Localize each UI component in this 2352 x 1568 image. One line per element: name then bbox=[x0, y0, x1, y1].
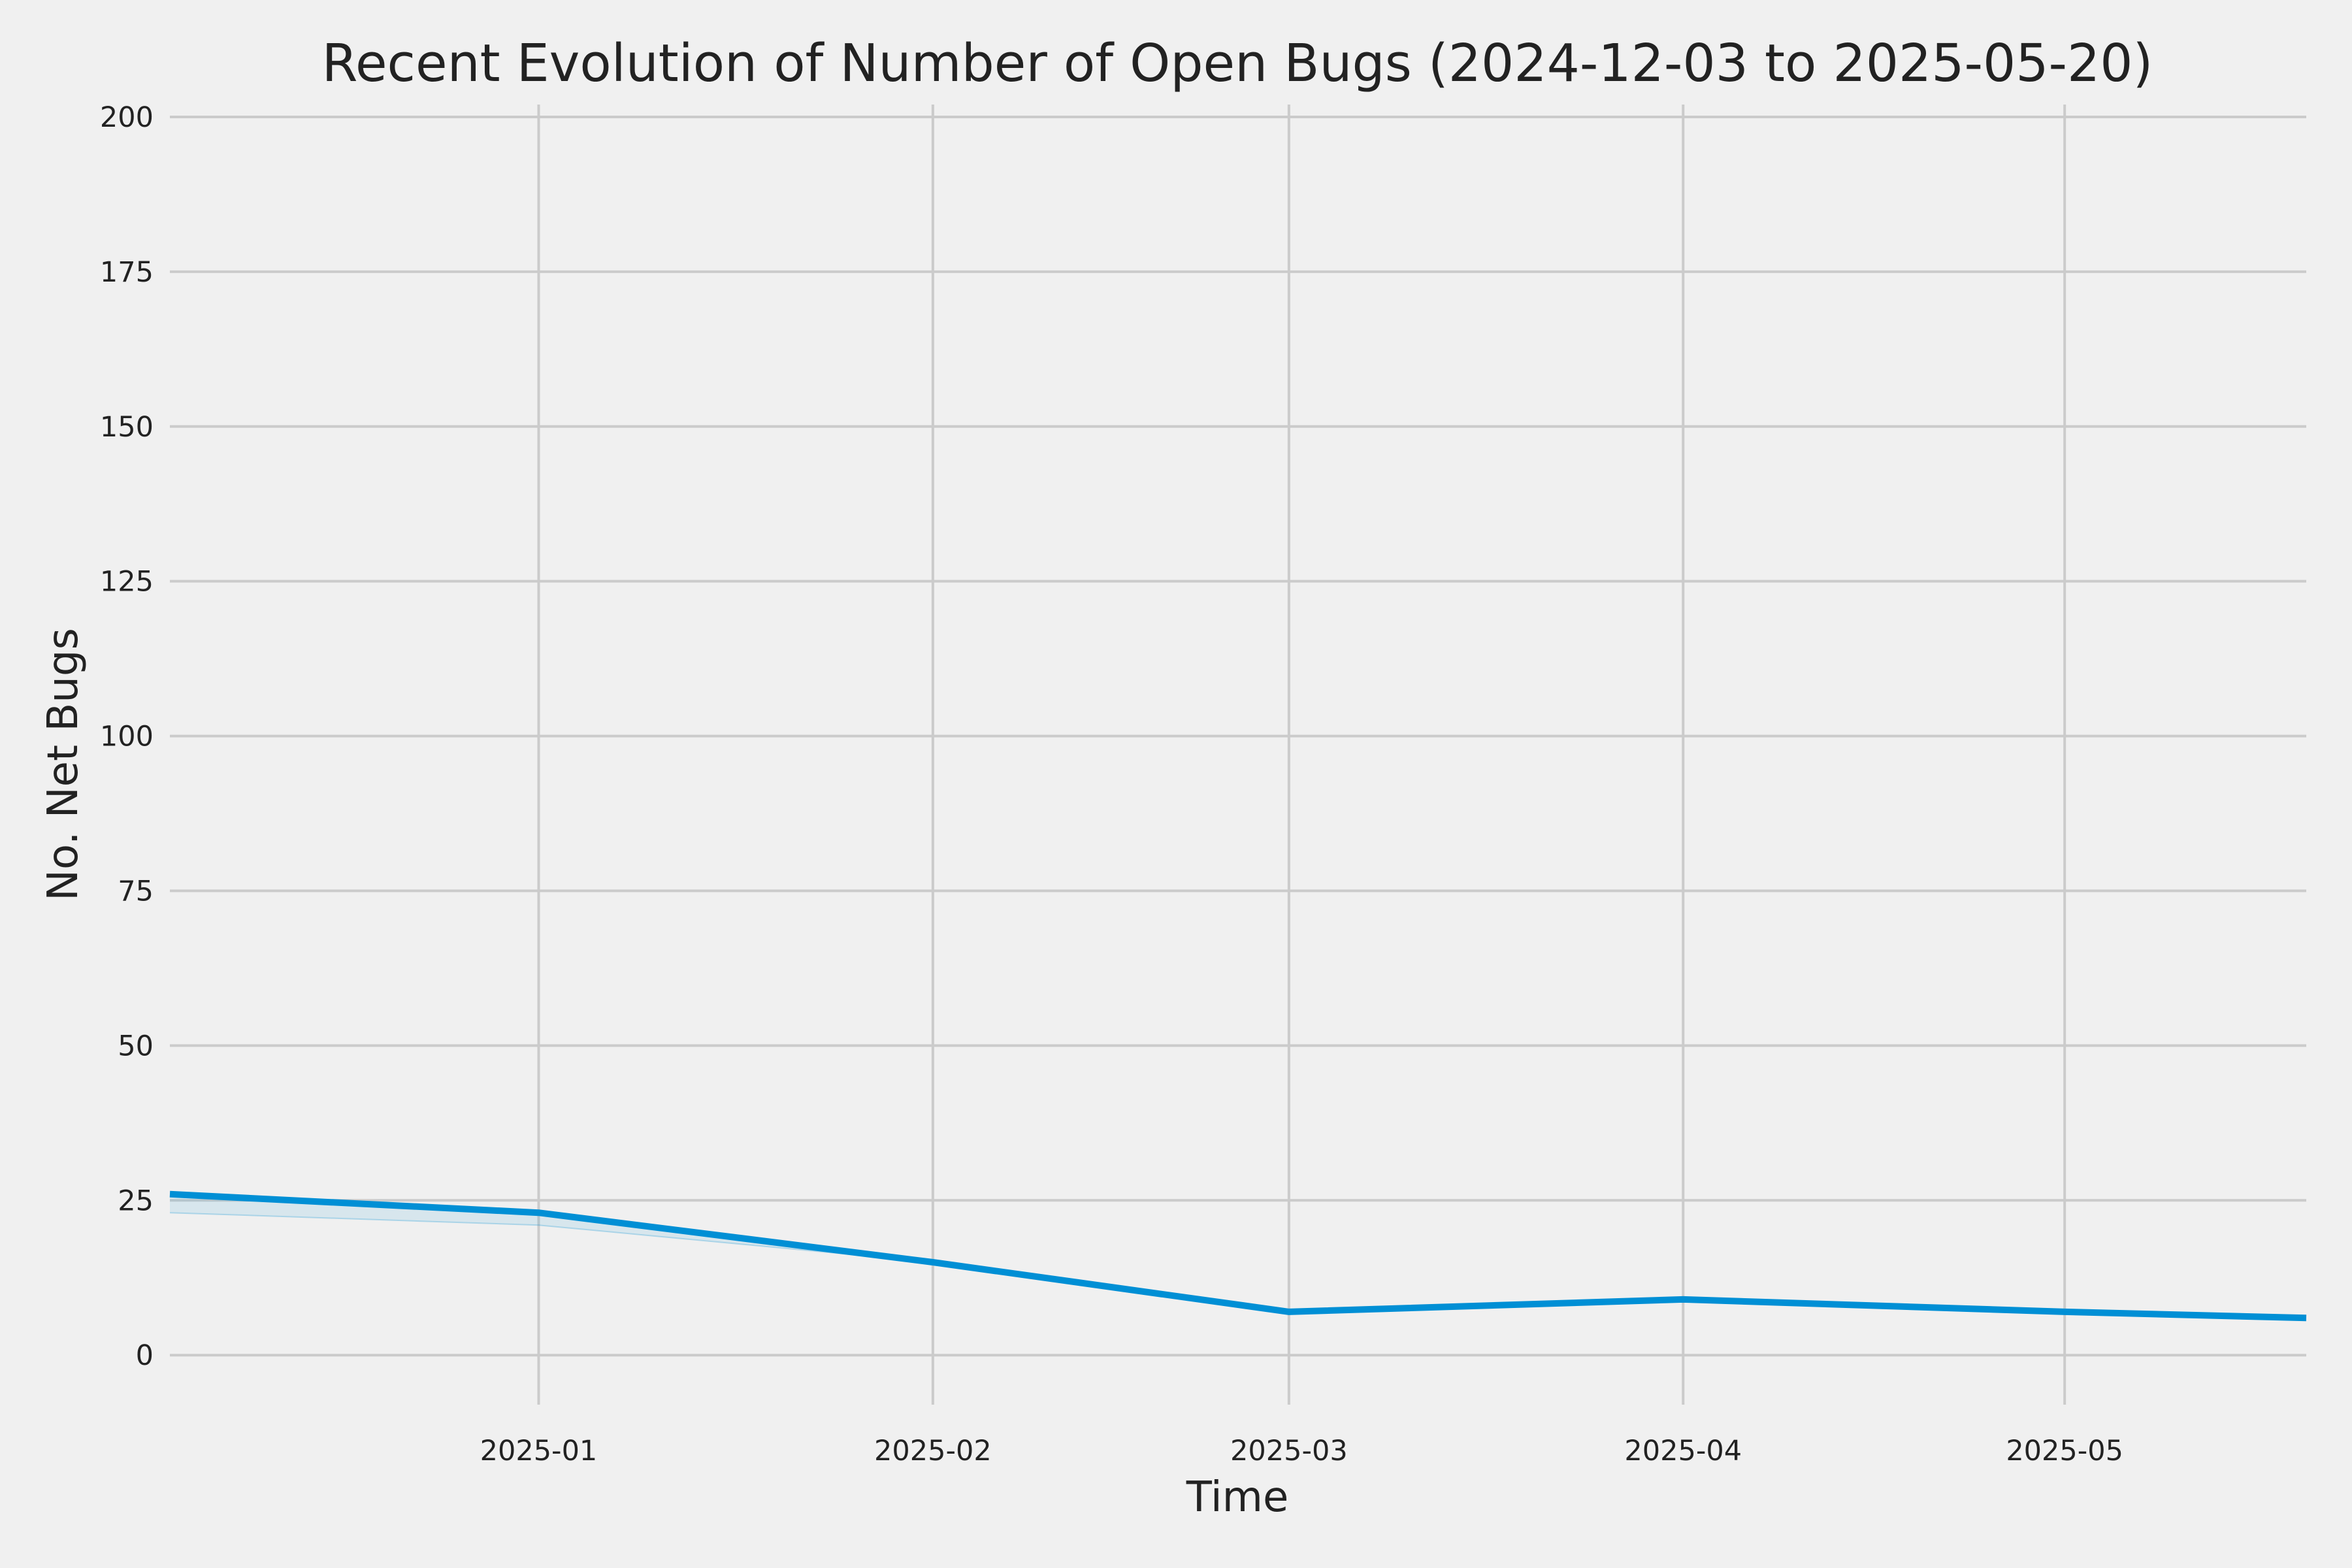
y-axis-ticks: 0 25 50 75 100 125 150 175 200 bbox=[100, 101, 154, 1372]
x-axis-label: Time bbox=[1186, 1473, 1289, 1522]
x-tick-label: 2025-01 bbox=[480, 1435, 598, 1467]
y-tick-label: 0 bbox=[136, 1339, 154, 1372]
series-line bbox=[169, 1190, 2307, 1322]
y-axis-label: No. Net Bugs bbox=[39, 628, 88, 901]
y-tick-label: 175 bbox=[100, 256, 154, 289]
y-tick-label: 25 bbox=[118, 1184, 154, 1217]
y-tick-label: 200 bbox=[100, 101, 154, 134]
y-tick-label: 150 bbox=[100, 411, 154, 444]
x-tick-label: 2025-02 bbox=[874, 1435, 992, 1467]
grid-lines bbox=[170, 105, 2306, 1405]
y-tick-label: 100 bbox=[100, 721, 154, 753]
x-tick-label: 2025-03 bbox=[1230, 1435, 1348, 1467]
chart-title: Recent Evolution of Number of Open Bugs … bbox=[322, 33, 2153, 93]
x-tick-label: 2025-05 bbox=[2006, 1435, 2123, 1467]
x-axis-ticks: 2025-01 2025-02 2025-03 2025-04 2025-05 bbox=[480, 1435, 2123, 1467]
y-tick-label: 50 bbox=[118, 1030, 154, 1062]
y-tick-label: 75 bbox=[118, 875, 154, 907]
y-tick-label: 125 bbox=[100, 566, 154, 598]
x-tick-label: 2025-04 bbox=[1624, 1435, 1742, 1467]
series-layer bbox=[169, 1190, 2307, 1322]
